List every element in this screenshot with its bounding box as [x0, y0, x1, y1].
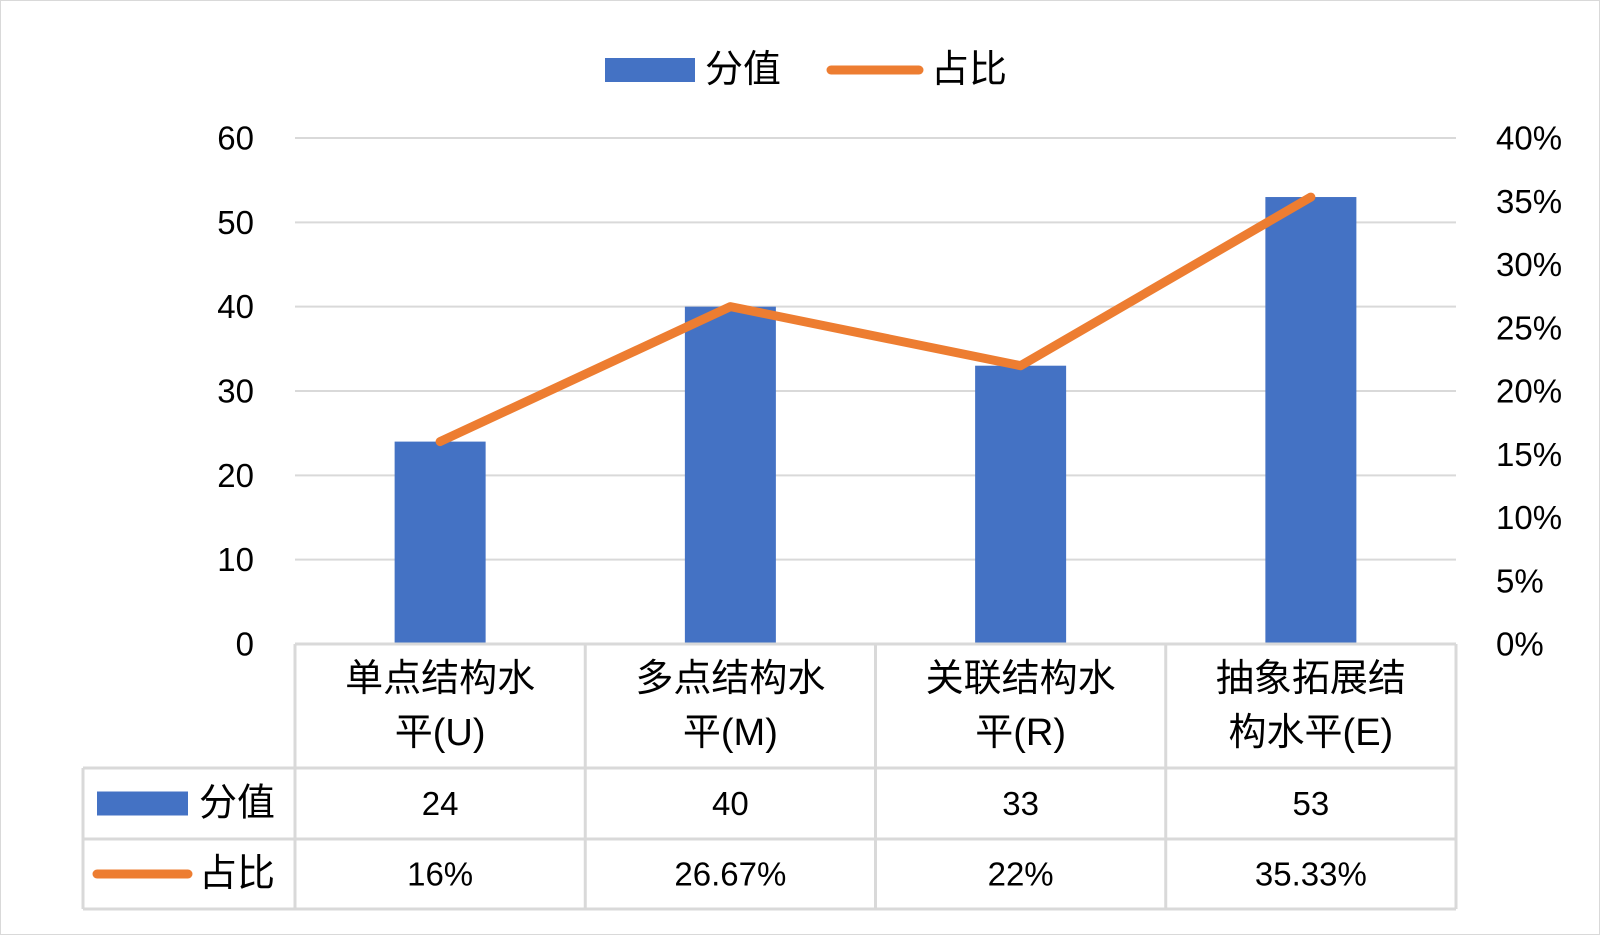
- y-right-tick-label: 40%: [1496, 120, 1562, 157]
- table-swatch-bar: [97, 792, 188, 816]
- line-series: [440, 197, 1311, 442]
- y-right-tick-label: 15%: [1496, 436, 1562, 473]
- y-left-tick-label: 30: [217, 373, 254, 410]
- y-axis-left: 0 10 20 30 40 50 60: [217, 120, 254, 663]
- legend-label-line: 占比: [931, 49, 1007, 91]
- line-path: [440, 197, 1311, 442]
- table-row-header-bar: 分值: [199, 783, 275, 825]
- y-right-tick-label: 35%: [1496, 183, 1562, 220]
- category-label: 单点结构水: [345, 658, 535, 700]
- y-axis-right: 0% 5% 10% 15% 20% 25% 30% 35% 40%: [1496, 120, 1562, 663]
- y-left-tick-label: 50: [217, 204, 254, 241]
- legend-swatch-bar: [605, 58, 695, 82]
- y-right-tick-label: 5%: [1496, 562, 1544, 599]
- table-cell-line-value: 16%: [407, 856, 473, 893]
- bar-2: [975, 366, 1066, 644]
- bar-3: [1265, 197, 1356, 644]
- category-label: 关联结构水: [926, 658, 1116, 700]
- category-label: 抽象拓展结: [1216, 658, 1406, 700]
- category-label: 平(U): [395, 712, 486, 754]
- category-label: 构水平(E): [1229, 712, 1394, 754]
- y-right-tick-label: 0%: [1496, 626, 1544, 663]
- category-label: 平(M): [683, 712, 778, 754]
- table-cell-bar-value: 33: [1002, 785, 1039, 822]
- legend-label-bar: 分值: [705, 49, 781, 91]
- y-left-tick-label: 40: [217, 288, 254, 325]
- y-right-tick-label: 10%: [1496, 499, 1562, 536]
- category-label: 多点结构水: [635, 658, 825, 700]
- table-row-header-line: 占比: [199, 853, 275, 895]
- table-cell-line-value: 35.33%: [1255, 856, 1367, 893]
- y-right-tick-label: 30%: [1496, 246, 1562, 283]
- y-right-tick-label: 20%: [1496, 373, 1562, 410]
- category-label: 平(R): [975, 712, 1066, 754]
- bar-0: [395, 442, 486, 644]
- y-left-tick-label: 10: [217, 541, 254, 578]
- y-left-tick-label: 60: [217, 120, 254, 157]
- y-left-tick-label: 20: [217, 457, 254, 494]
- table-cell-line-value: 22%: [988, 856, 1054, 893]
- table-cell-line-value: 26.67%: [674, 856, 786, 893]
- bar-series: [395, 197, 1357, 644]
- legend: 分值 占比: [605, 49, 1007, 91]
- y-right-tick-label: 25%: [1496, 309, 1562, 346]
- table-cell-bar-value: 40: [712, 785, 749, 822]
- table-cell-bar-value: 24: [422, 785, 459, 822]
- y-left-tick-label: 0: [236, 626, 254, 663]
- bar-1: [685, 307, 776, 644]
- table-cell-bar-value: 53: [1293, 785, 1330, 822]
